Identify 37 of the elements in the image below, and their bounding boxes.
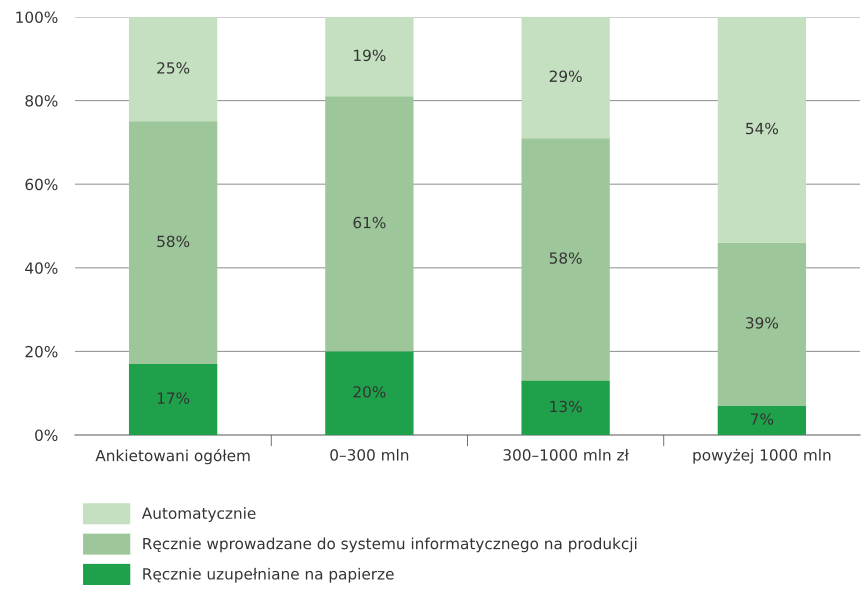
y-tick-label: 40%	[25, 262, 58, 274]
data-label: 29%	[550, 70, 582, 82]
x-tick-label: powyżej 1000 mln	[693, 448, 830, 464]
x-tick-label: 0–300 mln	[330, 448, 408, 461]
data-label: 7%	[751, 413, 774, 425]
bar	[718, 17, 806, 243]
bar	[521, 17, 610, 138]
bar	[325, 96, 414, 352]
bar	[128, 122, 218, 364]
bar	[128, 17, 218, 122]
y-tick-label: 60%	[25, 178, 58, 190]
bar	[718, 242, 806, 406]
legend-label: Ręcznie wprowadzane do systemu informatycznego na produkcji	[143, 538, 636, 552]
bar	[128, 364, 218, 435]
y-tick-label: 100%	[16, 11, 58, 24]
legend-label: Automatycznie	[142, 507, 256, 522]
data-label: 17%	[158, 392, 190, 404]
data-label: 39%	[746, 317, 778, 329]
bar	[718, 406, 806, 435]
data-label: 19%	[354, 50, 386, 62]
y-tick-label: 0%	[35, 429, 58, 442]
data-label: 58%	[550, 252, 582, 264]
bar	[325, 17, 414, 96]
data-label: 61%	[353, 216, 386, 228]
legend-label: Ręcznie uzupełniane na papierze	[143, 568, 394, 583]
data-label: 20%	[354, 386, 386, 398]
bar	[325, 351, 414, 435]
data-label: 54%	[746, 122, 778, 134]
bar	[521, 380, 610, 435]
data-label: 25%	[157, 62, 190, 74]
data-label: 13%	[550, 400, 582, 412]
x-tick-label: 300–1000 mln zł	[504, 448, 629, 461]
y-tick-label: 20%	[25, 346, 58, 358]
data-label: 58%	[157, 236, 190, 248]
y-tick-label: 80%	[25, 95, 58, 107]
bar	[521, 138, 610, 381]
x-tick-label: Ankietowani ogółem	[95, 448, 250, 464]
